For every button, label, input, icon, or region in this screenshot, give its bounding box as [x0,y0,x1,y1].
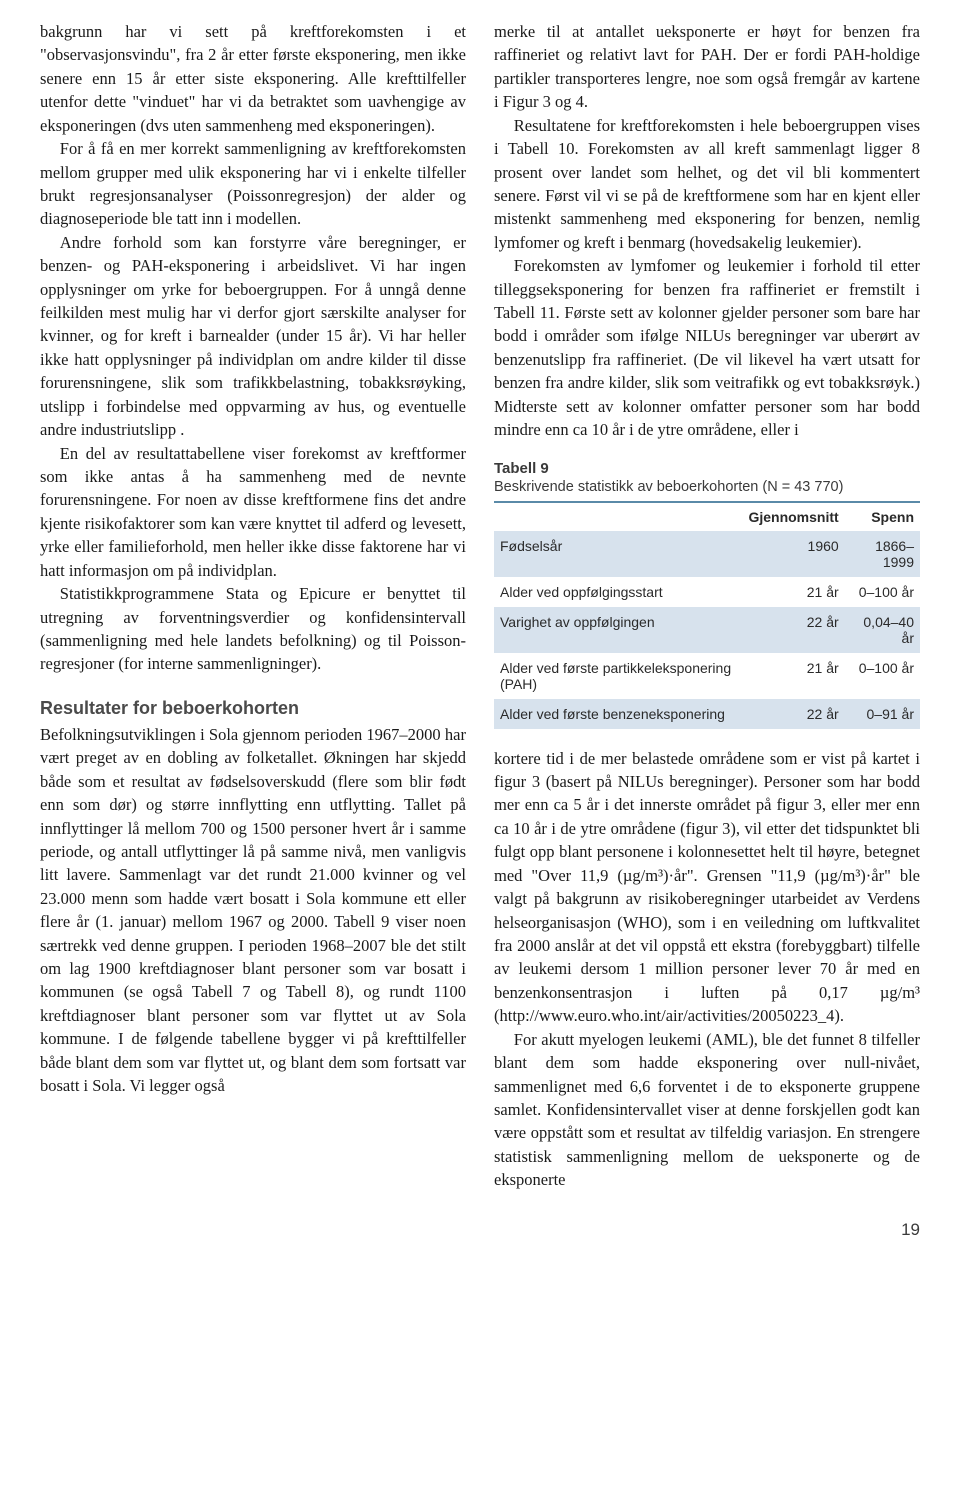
body-paragraph: Forekomsten av lymfomer og leukemier i f… [494,254,920,441]
body-paragraph: merke til at antallet ueksponerte er høy… [494,20,920,114]
table-cell-mean: 1960 [742,531,844,577]
table-cell-range: 0,04–40 år [845,607,920,653]
left-column: bakgrunn har vi sett på kreftforekomsten… [40,20,466,1192]
body-paragraph: Statistikkprogrammene Stata og Epicure e… [40,582,466,676]
body-paragraph: Andre forhold som kan forstyrre våre ber… [40,231,466,442]
table-row: Alder ved første benzeneksponering22 år0… [494,699,920,729]
table-row: Varighet av oppfølgingen22 år0,04–40 år [494,607,920,653]
table-cell-label: Fødselsår [494,531,742,577]
table-header-cell [494,503,742,531]
table-cell-label: Varighet av oppfølgingen [494,607,742,653]
table-cell-mean: 22 år [742,607,844,653]
table-cell-range: 1866–1999 [845,531,920,577]
table-cell-mean: 21 år [742,577,844,607]
body-paragraph: Befolkningsutviklingen i Sola gjennom pe… [40,723,466,1098]
table-cell-label: Alder ved oppfølgingsstart [494,577,742,607]
body-paragraph: kortere tid i de mer belastede områdene … [494,747,920,1028]
body-paragraph: En del av resultattabellene viser foreko… [40,442,466,583]
two-column-layout: bakgrunn har vi sett på kreftforekomsten… [40,20,920,1192]
table-header-cell: Gjennomsnitt [742,503,844,531]
body-paragraph: Resultatene for kreftforekomsten i hele … [494,114,920,255]
table-cell-range: 0–100 år [845,577,920,607]
stats-table: Gjennomsnitt Spenn Fødselsår19601866–199… [494,503,920,729]
table-cell-mean: 21 år [742,653,844,699]
table-caption: Beskrivende statistikk av beboerkohorten… [494,479,920,503]
table-cell-mean: 22 år [742,699,844,729]
page-number: 19 [40,1220,920,1240]
body-paragraph: bakgrunn har vi sett på kreftforekomsten… [40,20,466,137]
right-column: merke til at antallet ueksponerte er høy… [494,20,920,1192]
table-cell-range: 0–91 år [845,699,920,729]
table-header-row: Gjennomsnitt Spenn [494,503,920,531]
table-cell-label: Alder ved første benzeneksponering [494,699,742,729]
table-header-cell: Spenn [845,503,920,531]
table-row: Alder ved første partikkeleksponering (P… [494,653,920,699]
body-paragraph: For å få en mer korrekt sammenligning av… [40,137,466,231]
body-paragraph: For akutt myelogen leukemi (AML), ble de… [494,1028,920,1192]
table-9: Tabell 9 Beskrivende statistikk av beboe… [494,460,920,729]
table-row: Alder ved oppfølgingsstart21 år0–100 år [494,577,920,607]
table-title: Tabell 9 [494,460,920,477]
table-cell-range: 0–100 år [845,653,920,699]
table-row: Fødselsår19601866–1999 [494,531,920,577]
section-heading: Resultater for beboerkohorten [40,698,466,719]
table-cell-label: Alder ved første partikkeleksponering (P… [494,653,742,699]
